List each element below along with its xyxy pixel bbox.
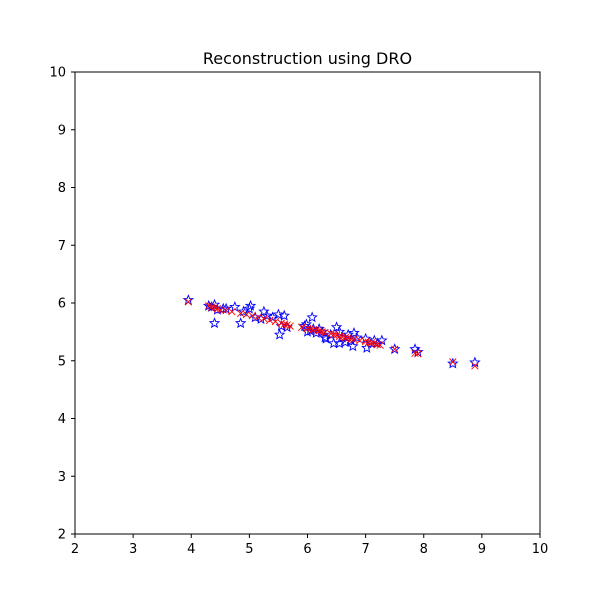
x-point: [364, 338, 373, 346]
star-point: [330, 321, 343, 333]
x-axis: 2 3 4 5 6 7 8 9 10: [71, 534, 548, 557]
x-point: [248, 311, 256, 320]
x-point: [344, 334, 352, 342]
x-tick-label: 8: [420, 542, 428, 557]
x-tick-label: 2: [71, 542, 79, 557]
plot-frame: [74, 71, 541, 535]
x-tick-label: 5: [245, 542, 253, 557]
y-tick-label: 6: [58, 297, 66, 312]
x-point: [376, 341, 384, 349]
x-point: [207, 303, 216, 311]
x-point: [309, 325, 318, 334]
star-point: [300, 318, 313, 330]
x-point: [356, 336, 364, 345]
y-tick-label: 10: [49, 66, 66, 81]
star-point: [208, 317, 221, 329]
chart-title: Reconstruction using DRO: [203, 49, 412, 68]
x-point: [449, 358, 457, 366]
x-point: [367, 339, 376, 347]
x-point: [373, 340, 381, 349]
x-tick-label: 7: [361, 542, 369, 557]
y-tick-label: 4: [58, 412, 66, 427]
x-point: [306, 325, 315, 333]
y-axis: 2 3 4 5 6 7 8 9 10: [49, 66, 75, 543]
x-point: [312, 326, 320, 334]
x-point: [350, 335, 358, 344]
x-point: [184, 298, 193, 306]
x-point: [280, 320, 288, 329]
y-tick-label: 5: [58, 354, 66, 369]
x-tick-label: 9: [478, 542, 486, 557]
x-point: [321, 328, 329, 337]
series-x-markers: [184, 298, 479, 370]
x-tick-label: 6: [303, 542, 311, 557]
x-point: [411, 349, 419, 357]
x-point: [329, 331, 338, 339]
star-point: [306, 311, 318, 323]
star-point: [273, 328, 286, 340]
y-tick-label: 8: [58, 181, 66, 196]
y-tick-label: 7: [58, 239, 66, 254]
star-point: [469, 356, 481, 368]
star-point: [388, 343, 401, 355]
x-point: [347, 335, 355, 343]
star-point: [371, 337, 383, 349]
star-point: [298, 320, 311, 331]
star-point: [278, 309, 290, 321]
x-point: [338, 333, 347, 341]
y-tick-label: 9: [58, 123, 66, 138]
x-point: [318, 328, 326, 336]
star-point: [447, 357, 459, 369]
x-point: [303, 324, 312, 333]
star-point: [217, 302, 229, 314]
star-point: [347, 340, 359, 352]
star-point: [359, 332, 372, 344]
star-point: [376, 334, 388, 346]
series-layer: [182, 294, 481, 370]
x-tick-label: 3: [129, 542, 137, 557]
x-point: [414, 350, 422, 358]
star-point: [234, 317, 247, 329]
x-point: [254, 313, 262, 322]
x-point: [236, 309, 245, 318]
y-tick-label: 2: [58, 528, 66, 543]
x-point: [228, 307, 236, 316]
x-point: [335, 332, 344, 341]
star-point: [333, 337, 346, 349]
x-tick-label: 10: [532, 542, 549, 557]
star-point: [348, 327, 360, 338]
x-point: [260, 314, 268, 323]
x-point: [266, 316, 274, 325]
x-point: [222, 306, 230, 315]
x-point: [216, 306, 225, 314]
x-point: [471, 362, 479, 370]
y-tick-label: 3: [58, 470, 66, 485]
x-point: [390, 345, 399, 353]
x-point: [242, 310, 251, 319]
x-point: [341, 333, 349, 342]
x-point: [271, 317, 280, 326]
star-point: [244, 299, 257, 311]
x-point: [361, 337, 370, 346]
x-tick-label: 4: [187, 542, 195, 557]
star-point: [272, 308, 285, 320]
x-point: [286, 322, 294, 330]
x-point: [297, 323, 306, 331]
